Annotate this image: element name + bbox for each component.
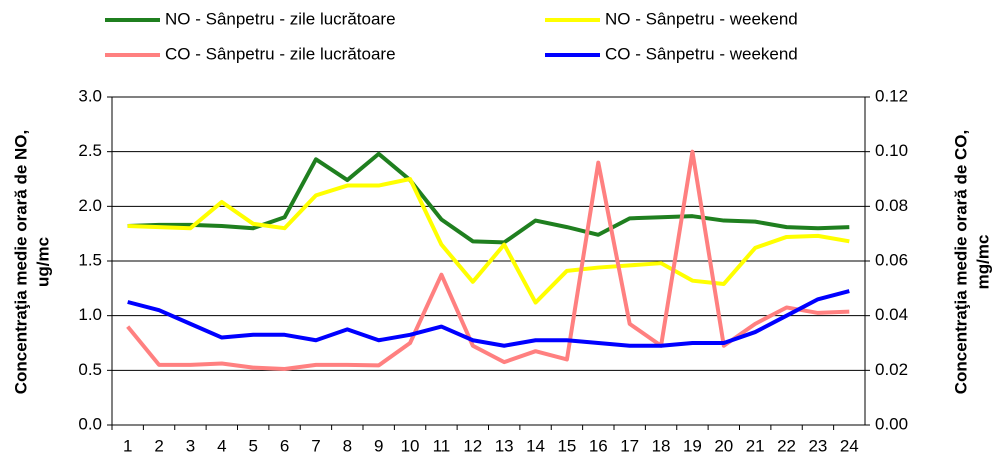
- x-tick-label: 24: [840, 436, 859, 455]
- y-axis-label: ug/mc: [33, 237, 52, 287]
- y2-tick-label: 0.02: [875, 360, 908, 379]
- x-tick-label: 9: [374, 436, 383, 455]
- x-tick-label: 2: [154, 436, 163, 455]
- y-tick-label: 2.5: [78, 141, 102, 160]
- y2-axis-label: Concentraţia medie orară de CO,: [951, 130, 970, 395]
- series-line: [127, 289, 850, 348]
- x-tick-label: 20: [714, 436, 733, 455]
- x-tick-label: 8: [343, 436, 352, 455]
- x-tick-label: 10: [401, 436, 420, 455]
- series-line: [127, 177, 850, 305]
- x-tick-label: 6: [280, 436, 289, 455]
- y2-tick-label: 0.00: [875, 414, 908, 433]
- y-axis-label: Concentraţia medie orară de NO,: [11, 130, 30, 395]
- x-tick-label: 14: [526, 436, 545, 455]
- legend-label: NO - Sânpetru - weekend: [605, 9, 798, 28]
- y-tick-label: 0.5: [78, 360, 102, 379]
- y-tick-label: 2.0: [78, 196, 102, 215]
- legend-label: CO - Sânpetru - weekend: [605, 44, 798, 63]
- x-tick-label: 12: [463, 436, 482, 455]
- x-tick-label: 1: [123, 436, 132, 455]
- x-tick-label: 13: [495, 436, 514, 455]
- y2-tick-label: 0.06: [875, 250, 908, 269]
- x-tick-label: 11: [433, 436, 451, 455]
- x-tick-label: 18: [652, 436, 671, 455]
- y-tick-label: 1.0: [78, 305, 102, 324]
- x-tick-label: 5: [248, 436, 257, 455]
- y2-tick-label: 0.12: [875, 86, 908, 105]
- y-tick-label: 3.0: [78, 86, 102, 105]
- y-tick-label: 0.0: [78, 414, 102, 433]
- y-tick-label: 1.5: [78, 250, 102, 269]
- x-tick-label: 22: [777, 436, 796, 455]
- y2-tick-label: 0.10: [875, 141, 908, 160]
- legend-label: CO - Sânpetru - zile lucrătoare: [165, 44, 396, 63]
- x-tick-label: 4: [217, 436, 226, 455]
- x-tick-label: 16: [589, 436, 608, 455]
- x-tick-label: 7: [311, 436, 320, 455]
- x-tick-label: 21: [746, 436, 765, 455]
- y2-tick-label: 0.04: [875, 305, 908, 324]
- series-line: [127, 151, 850, 245]
- x-tick-label: 3: [186, 436, 195, 455]
- legend-label: NO - Sânpetru - zile lucrătoare: [165, 9, 396, 28]
- y2-tick-label: 0.08: [875, 196, 908, 215]
- x-tick-label: 23: [808, 436, 827, 455]
- x-tick-label: 17: [620, 436, 639, 455]
- x-tick-label: 19: [683, 436, 702, 455]
- y2-axis-label: mg/mc: [973, 235, 992, 290]
- x-tick-label: 15: [557, 436, 576, 455]
